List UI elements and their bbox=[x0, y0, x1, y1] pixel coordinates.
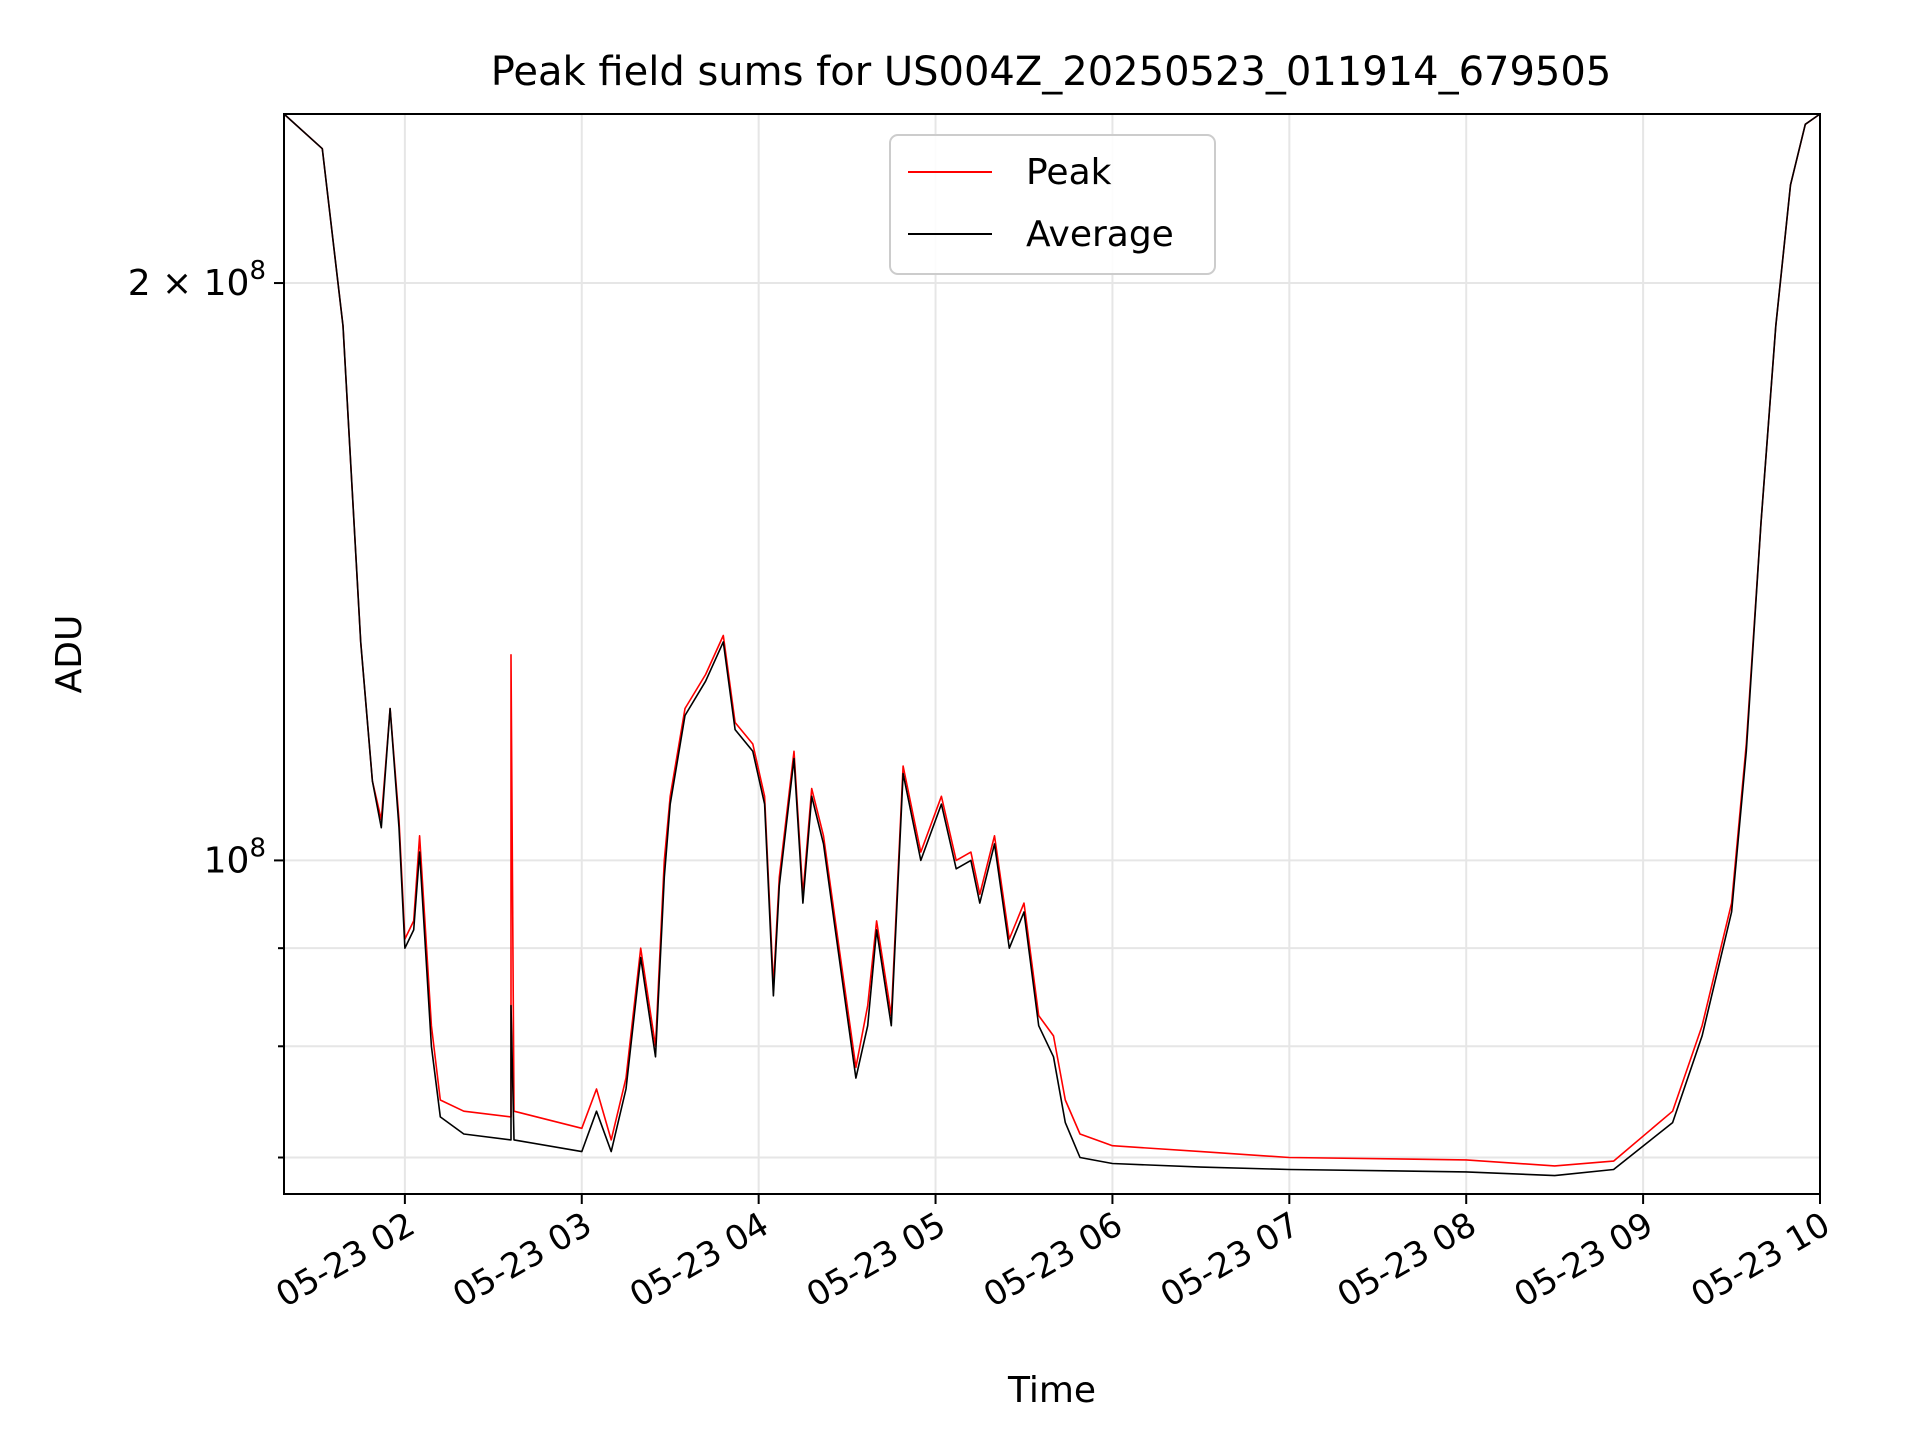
series-line-average bbox=[283, 113, 1821, 1177]
legend: Peak Average bbox=[889, 134, 1216, 275]
x-axis-label: Time bbox=[1007, 1370, 1096, 1411]
y-axis: 108 2 × 108 bbox=[128, 256, 284, 1159]
legend-box bbox=[889, 134, 1216, 275]
series-layer bbox=[283, 113, 1821, 1177]
y-tick-label: 2 × 108 bbox=[128, 256, 266, 304]
plot-frame bbox=[283, 113, 1821, 1195]
legend-peak-label: Peak bbox=[1026, 152, 1112, 193]
legend-average-label: Average bbox=[1026, 214, 1174, 255]
chart-title: Peak field sums for US004Z_20250523_0119… bbox=[491, 49, 1612, 95]
y-tick-label: 108 bbox=[204, 833, 266, 881]
y-axis-label: ADU bbox=[49, 615, 90, 694]
